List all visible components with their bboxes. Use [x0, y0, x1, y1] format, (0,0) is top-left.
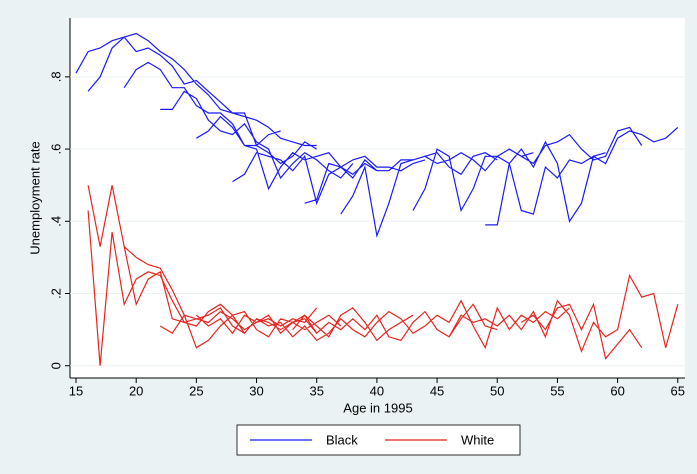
- x-tick-label: 20: [129, 383, 143, 398]
- legend-label: White: [461, 432, 494, 447]
- x-tick-label: 45: [430, 383, 444, 398]
- x-tick-label: 50: [490, 383, 504, 398]
- x-tick-label: 65: [671, 383, 685, 398]
- x-tick-label: 15: [69, 383, 83, 398]
- y-tick-label: 0: [48, 362, 63, 369]
- legend-label: Black: [326, 432, 358, 447]
- series-line: [75, 32, 679, 238]
- x-tick-label: 55: [550, 383, 564, 398]
- x-tick-label: 40: [370, 383, 384, 398]
- y-tick-label: .4: [48, 216, 63, 227]
- series-line: [87, 185, 679, 366]
- y-tick-label: .2: [48, 288, 63, 299]
- x-tick-label: 35: [309, 383, 323, 398]
- x-tick-label: 30: [249, 383, 263, 398]
- x-tick-label: 60: [610, 383, 624, 398]
- x-tick-label: 25: [189, 383, 203, 398]
- y-tick-label: .6: [48, 144, 63, 155]
- y-axis-label: Unemployment rate: [27, 141, 42, 254]
- x-axis-label: Age in 1995: [343, 400, 412, 415]
- y-tick-label: .8: [48, 71, 63, 82]
